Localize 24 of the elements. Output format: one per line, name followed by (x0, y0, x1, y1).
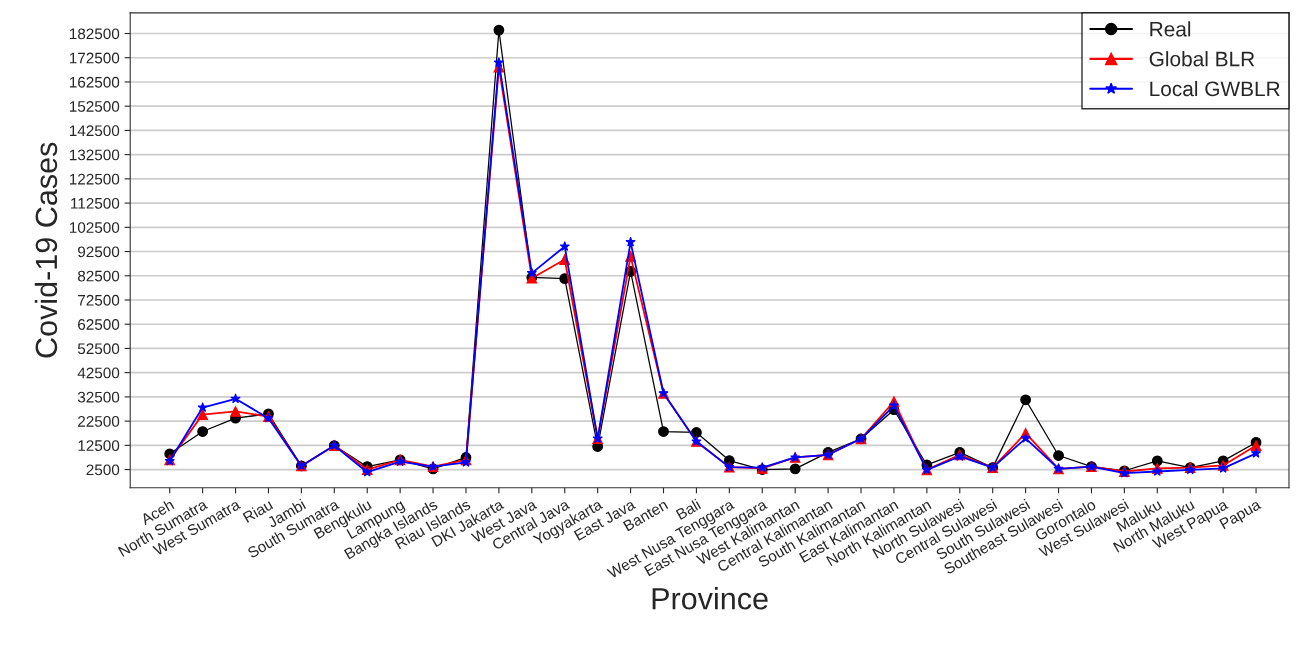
legend-label: Real (1150, 21, 1191, 37)
legend-label: Local GWBLR (1150, 80, 1280, 97)
y-tick-label: 82500 (77, 270, 120, 282)
y-tick-label: 12500 (78, 440, 120, 452)
y-tick-label: 122500 (69, 173, 120, 185)
y-tick-label: 132500 (69, 149, 120, 161)
y-tick-label: 162500 (69, 76, 120, 88)
y-tick-label: 172500 (69, 52, 120, 64)
y-axis-title: Covid-19 Cases (34, 142, 58, 358)
y-tick-label: 62500 (78, 319, 120, 330)
y-tick-label: 142500 (69, 125, 120, 137)
y-tick-label: 22500 (78, 415, 120, 427)
y-tick-label: 102500 (69, 222, 120, 233)
y-tick-label: 52500 (77, 343, 120, 355)
y-tick-label: 42500 (77, 367, 120, 379)
legend-label: Global BLR (1149, 51, 1255, 67)
y-tick-label: 92500 (78, 246, 120, 258)
y-tick-label: 72500 (78, 294, 120, 306)
y-tick-label: 32500 (77, 391, 120, 403)
y-tick-label: 152500 (69, 101, 120, 112)
x-axis-title: Province (652, 587, 768, 610)
y-tick-label: 2500 (86, 464, 120, 476)
y-tick-label: 112500 (71, 197, 120, 209)
y-tick-label: 182500 (69, 28, 120, 40)
